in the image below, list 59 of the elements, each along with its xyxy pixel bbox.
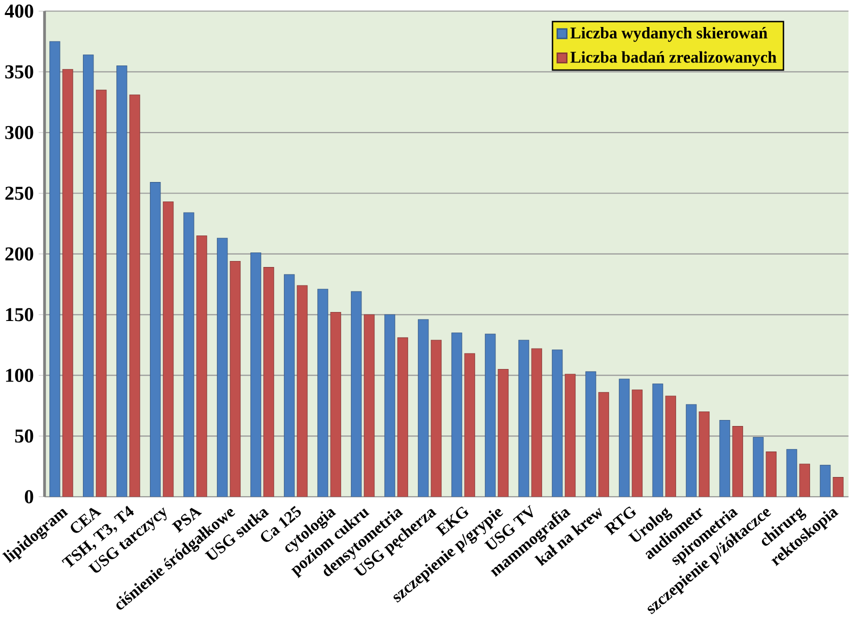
bar (162, 201, 174, 497)
bar (552, 349, 563, 497)
y-tick-label: 350 (5, 65, 34, 78)
bar (216, 238, 228, 497)
bar (263, 266, 274, 497)
bar (632, 390, 643, 497)
bar (150, 182, 161, 497)
bar (116, 65, 128, 497)
bar (719, 420, 730, 497)
y-tick-label: 100 (6, 368, 34, 382)
bar (799, 464, 810, 497)
bar (732, 426, 744, 497)
y-tick-label: 200 (5, 247, 34, 260)
bar (652, 383, 664, 497)
bar (451, 332, 462, 497)
bar (296, 285, 308, 497)
bar (531, 348, 542, 497)
bar (832, 476, 844, 497)
bar (317, 288, 328, 497)
bar (484, 334, 496, 497)
bar (820, 464, 831, 497)
bar (786, 449, 798, 497)
bar (598, 392, 610, 497)
bar (766, 451, 777, 497)
bar (284, 274, 295, 497)
legend-label: Liczba badań zrealizowanych (570, 51, 776, 66)
y-tick-label: 300 (5, 126, 34, 140)
legend-label: Liczba wydanych skierowań (570, 26, 768, 42)
bar (250, 252, 262, 497)
y-tick-label: 50 (15, 429, 34, 443)
bar (82, 54, 94, 497)
bar (585, 371, 596, 497)
bar (62, 69, 74, 497)
bar (96, 90, 107, 497)
y-tick-label: 250 (5, 186, 34, 200)
bar (698, 411, 710, 497)
bar (518, 340, 530, 497)
bar (350, 291, 362, 497)
bar (464, 353, 476, 497)
bar (686, 404, 697, 497)
bar (183, 212, 194, 497)
bar (430, 340, 442, 497)
bar (196, 235, 208, 497)
bar (129, 94, 140, 497)
bar (364, 314, 375, 497)
bar (564, 374, 576, 497)
bar (230, 260, 241, 497)
bar (330, 312, 342, 497)
bar (498, 368, 509, 497)
bar (752, 436, 764, 497)
y-tick-label: 150 (6, 308, 34, 322)
bar (397, 337, 408, 497)
y-tick-label: 400 (4, 4, 34, 18)
y-tick-label: 0 (24, 490, 34, 504)
bar (665, 396, 676, 497)
bar (618, 378, 630, 497)
bar (49, 41, 60, 497)
bar (384, 314, 396, 497)
bar (418, 319, 429, 497)
